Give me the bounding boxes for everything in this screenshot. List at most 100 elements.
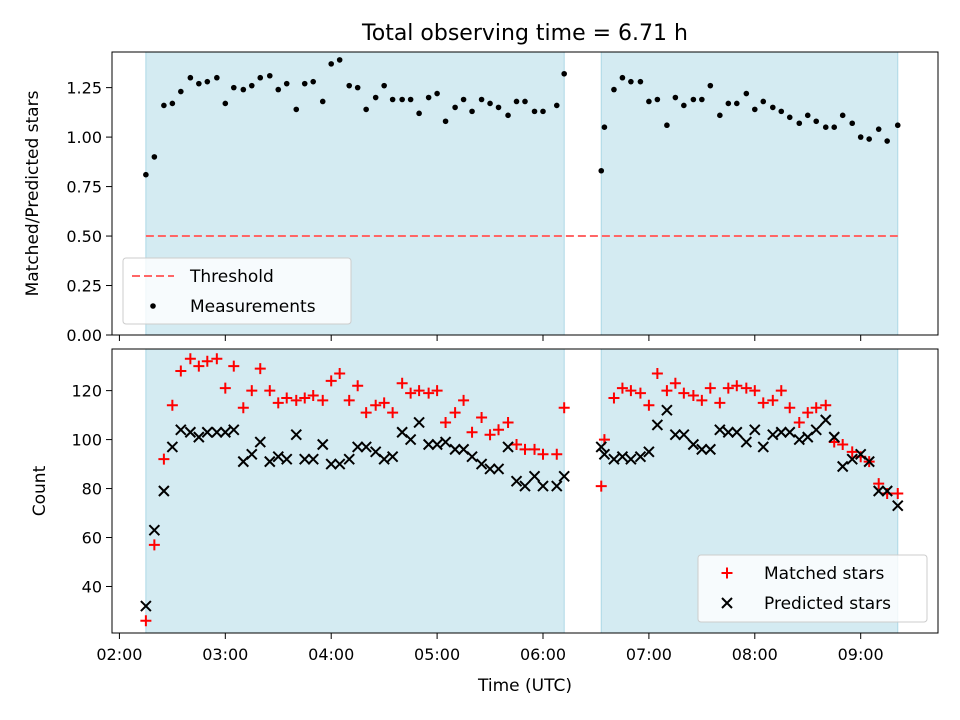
matched-star-point [608, 392, 620, 404]
ratio-panel: 0.00 0.25 0.50 0.75 1.00 1.25 Matched/Predict… [23, 51, 939, 345]
measurement-point [619, 74, 626, 81]
count-legend: Matched stars Predicted stars [697, 554, 928, 623]
measurement-point [196, 80, 202, 87]
predicted-star-point [892, 499, 904, 512]
measurement-point [894, 122, 901, 129]
measurement-point [822, 124, 829, 131]
matched-star-point [784, 402, 796, 414]
matched-star-point [793, 416, 805, 428]
legend-box [697, 554, 928, 623]
predicted-star-point [810, 424, 822, 436]
matched-star-point [651, 367, 663, 379]
legend-matched-label: Matched stars [764, 564, 884, 584]
measurement-point [381, 82, 387, 89]
matched-star-point [378, 397, 390, 409]
matched-star-point [352, 380, 364, 392]
measurement-point [717, 112, 723, 119]
predicted-star-point [343, 453, 355, 465]
measurement-point [553, 102, 560, 109]
matched-star-point [299, 392, 311, 404]
predicted-star-point [184, 426, 197, 438]
predicted-star-point [325, 458, 337, 470]
measurement-point [389, 96, 396, 103]
matched-star-point [140, 615, 152, 627]
legend-measurements-label: Measurements [190, 297, 316, 317]
measurement-point [301, 80, 308, 87]
matched-star-point [201, 355, 213, 367]
measurement-point [839, 112, 846, 119]
matched-star-point [307, 390, 319, 402]
measurement-point [416, 110, 422, 117]
matched-star-point [669, 377, 681, 389]
measurement-point [601, 124, 608, 131]
matched-star-point [558, 402, 570, 414]
matched-star-point [413, 385, 425, 397]
matched-star-point [148, 539, 160, 551]
predicted-star-point [166, 441, 179, 453]
predicted-star-point [219, 426, 232, 438]
measurement-point [513, 98, 520, 105]
matched-star-point [396, 377, 408, 389]
x-axis-label: Time (UTC) [477, 676, 572, 696]
matched-star-point [696, 394, 708, 406]
predicted-star-point [386, 451, 399, 463]
measurement-point [654, 96, 661, 103]
predicted-star-point [793, 433, 805, 446]
predicted-star-point [290, 428, 302, 441]
measurement-point [434, 90, 440, 97]
x-tick-label: 02:00 [96, 645, 142, 664]
measurement-point [733, 100, 740, 107]
predicted-star-point [254, 436, 266, 448]
predicted-star-point [551, 480, 563, 492]
measurement-point [275, 86, 282, 93]
measurement-point [495, 104, 502, 111]
predicted-star-point [281, 453, 293, 465]
measurement-point [813, 118, 820, 125]
legend-measurements-swatch [150, 303, 156, 309]
predicted-star-point [687, 438, 700, 451]
observing-interval-band [600, 51, 899, 336]
measurement-point [487, 100, 493, 107]
measurement-point [478, 96, 485, 103]
matched-star-point [511, 438, 523, 450]
measurement-point [469, 108, 475, 115]
x-tick-label: 04:00 [308, 645, 354, 664]
count-panel: 40 60 80 100 120 02:00 03:00 04:00 05:00 06:00 07:… [30, 348, 939, 696]
count-y-axis-label: Count [30, 465, 50, 516]
predicted-star-point [484, 463, 496, 475]
predicted-star-point [643, 446, 655, 458]
predicted-star-point [863, 455, 875, 468]
matched-star-point [634, 387, 646, 399]
ratio-panel-frame [111, 51, 939, 336]
matched-star-point [820, 399, 832, 411]
measurement-point [230, 84, 237, 91]
matched-star-point [466, 426, 478, 438]
predicted-star-point [704, 443, 717, 456]
matched-star-point [529, 443, 541, 455]
x-tick-label: 05:00 [414, 645, 460, 664]
measurement-point [505, 112, 511, 119]
matched-star-point [360, 407, 372, 419]
matched-star-point [440, 416, 452, 428]
measurement-point [770, 104, 776, 111]
matched-star-point [158, 453, 170, 465]
predicted-star-point [784, 426, 796, 438]
matched-star-point [228, 360, 240, 372]
measurement-point [743, 90, 750, 97]
predicted-star-point [193, 431, 205, 443]
measurement-point [664, 122, 670, 129]
measurement-point [204, 78, 211, 85]
predicted-star-point [211, 426, 223, 438]
matched-star-point [687, 390, 699, 402]
matched-star-point [237, 402, 249, 414]
matched-star-point [802, 407, 814, 419]
predicted-star-point [846, 453, 858, 465]
matched-star-point [551, 448, 563, 460]
matched-star-point [184, 353, 196, 365]
measurement-point [187, 74, 194, 81]
measurement-point [884, 138, 890, 144]
chart-title: Total observing time = 6.71 h [361, 21, 688, 46]
predicted-star-point [148, 524, 161, 536]
x-tick-label: 09:00 [838, 645, 884, 664]
measurement-point [707, 82, 714, 89]
